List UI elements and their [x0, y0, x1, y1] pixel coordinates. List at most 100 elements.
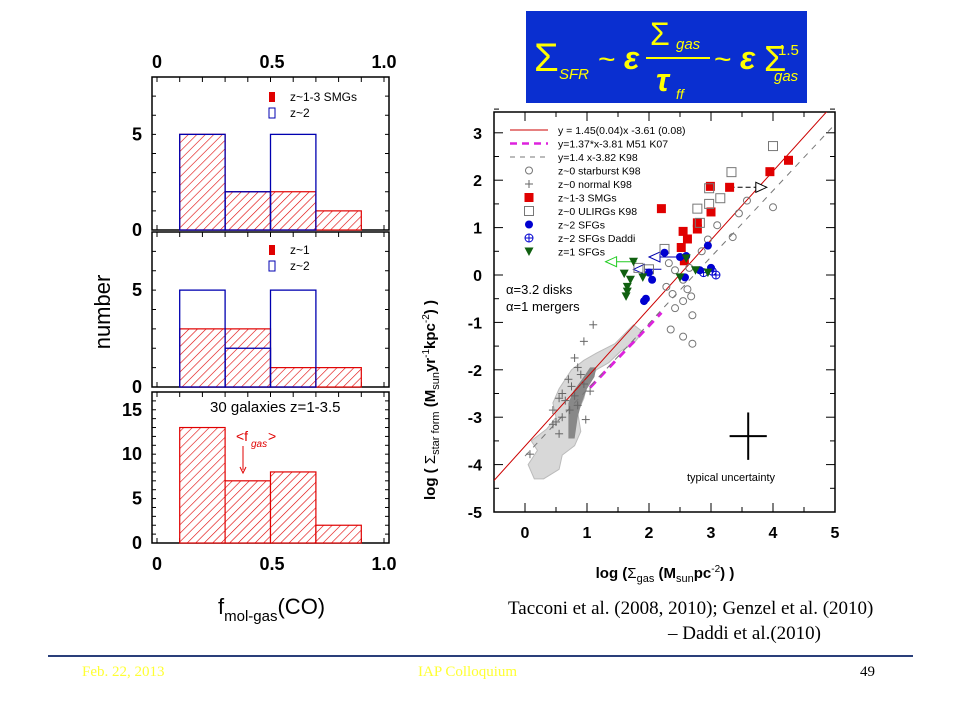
histogram-panel-middle: 05 [132, 231, 390, 397]
sfg-z2-point [660, 248, 669, 257]
y-tick-label: 5 [132, 124, 142, 144]
y-tick-label: 0 [132, 533, 142, 553]
legend-item: z~0 normal K98 [525, 179, 632, 191]
normal-galaxy-point [525, 180, 533, 188]
y-tick-label: -2 [468, 363, 482, 380]
annot-disks: α=3.2 disks [506, 282, 573, 297]
eq-sigma-sfr: Σ [534, 36, 559, 80]
histogram-panel-bottom: 0 5 10 15 [122, 391, 390, 553]
eq-sigma-gas-num: Σ [650, 16, 670, 52]
annot-mergers: α=1 mergers [506, 299, 580, 314]
smg-point [692, 218, 702, 228]
normal-galaxy-point [576, 370, 585, 379]
hist-bar-red [179, 133, 226, 231]
x-tick-label: 2 [645, 525, 654, 542]
legend-red-swatch [269, 245, 275, 255]
y-tick-label: 0 [132, 220, 142, 240]
fgas-sub: gas [251, 439, 267, 450]
fgas-annotation: <f gas > [236, 428, 276, 475]
legend-blue-swatch [268, 107, 276, 119]
page-number: 49 [860, 664, 875, 680]
scatter-figure: 0 1 2 3 4 5 3 2 1 0 -1 -2 -3 -4 -5 y = 1.45(0.04)x -3.… [421, 108, 840, 585]
ulirg-point [715, 193, 726, 204]
limit-arrowhead [604, 255, 618, 268]
footer-event: IAP Colloquium [418, 664, 518, 680]
starburst-point [664, 259, 673, 268]
normal-galaxy-point [567, 382, 576, 391]
ulirg-point [694, 217, 705, 228]
legend-label: z~2 SFGs Daddi [558, 233, 635, 245]
middle-legend: z~1 z~2 [268, 243, 310, 273]
starburst-point [742, 196, 751, 205]
uncertainty-label: typical uncertainty [687, 472, 776, 484]
hist-bar-red [224, 480, 272, 544]
legend-label: z~0 starburst K98 [558, 166, 641, 178]
y-tick-label: -1 [468, 315, 482, 332]
starburst-point [679, 297, 688, 306]
scatter-frame [493, 111, 836, 513]
legend-label: z=1 SFGs [558, 247, 605, 259]
smg-point [682, 234, 692, 244]
hist-bar-blue [269, 289, 317, 388]
top-xtick-0: 0 [152, 52, 162, 72]
bottom-panel-title: 30 galaxies z=1-3.5 [210, 399, 341, 416]
top-legend-blue: z~2 [290, 106, 310, 120]
eq-gas-sub-1: gas [676, 36, 701, 53]
histogram-panel-top: 05 [132, 76, 390, 240]
normal-galaxy-point [565, 406, 574, 415]
x-tick-label: 3 [707, 525, 716, 542]
dark-gray-region [568, 367, 597, 439]
smg-point [692, 224, 702, 234]
legend-red-swatch [269, 92, 275, 102]
starburst-point [713, 221, 722, 230]
starburst-point [671, 304, 680, 313]
middle-legend-red: z~1 [290, 243, 310, 257]
sfg-z2-point [645, 268, 653, 277]
x-tick-label: 1 [583, 525, 592, 542]
limit-arrowhead [755, 181, 769, 194]
legend-item: z~1-3 SMGs [524, 193, 617, 205]
starburst-point [728, 233, 737, 242]
normal-galaxy-point [579, 380, 588, 389]
legend-blue-swatch [268, 260, 276, 272]
smg-point [765, 167, 775, 177]
ulirg-point [633, 262, 644, 273]
sfg-z1-point [691, 266, 700, 275]
hist-xlabel: fmol-gas(CO) [218, 594, 325, 625]
citation-line-1: Tacconi et al. (2008, 2010); Genzel et a… [508, 598, 874, 619]
bottom-xtick-0: 0 [152, 554, 162, 574]
fit-line-red [494, 112, 828, 481]
smg-point [706, 207, 716, 217]
smg-point [676, 243, 686, 253]
eq-sim-2: ~ [714, 43, 732, 76]
legend-item: z~0 ULIRGs K98 [524, 206, 637, 218]
scatter-legend: y = 1.45(0.04)x -3.61 (0.08) y=1.37*x-3.8… [510, 125, 686, 259]
fit-line-magenta [589, 311, 663, 389]
x-tick-label: 0 [521, 525, 530, 542]
hist-bar-red [315, 367, 362, 388]
normal-galaxy-point [573, 363, 582, 372]
legend-item: y=1.37*x-3.81 M51 K07 [510, 139, 668, 151]
x-tick-label: 4 [769, 525, 778, 542]
normal-galaxy-point [552, 417, 560, 426]
sfg-z1-point [675, 273, 685, 282]
hist-bar-red [315, 524, 362, 544]
y-tick-label: 2 [473, 173, 482, 190]
starburst-point [697, 247, 706, 256]
scatter-data [494, 112, 833, 481]
y-tick-label: 0 [132, 377, 142, 397]
y-tick-label: 5 [132, 489, 142, 509]
hist-bar-red [269, 367, 317, 388]
starburst-point [688, 339, 697, 348]
legend-item: z~2 SFGs [525, 220, 605, 232]
legend-label: y=1.4 x-3.82 K98 [558, 152, 638, 164]
ulirg-point [768, 141, 778, 152]
normal-galaxy-point [589, 320, 598, 329]
starburst-point [662, 282, 671, 291]
ulirg-point [704, 183, 715, 194]
hist-bar-red [224, 191, 272, 231]
sfg-z2-point [525, 220, 533, 229]
hist-bar-red [315, 210, 362, 231]
top-legend-red: z~1-3 SMGs [290, 90, 357, 104]
